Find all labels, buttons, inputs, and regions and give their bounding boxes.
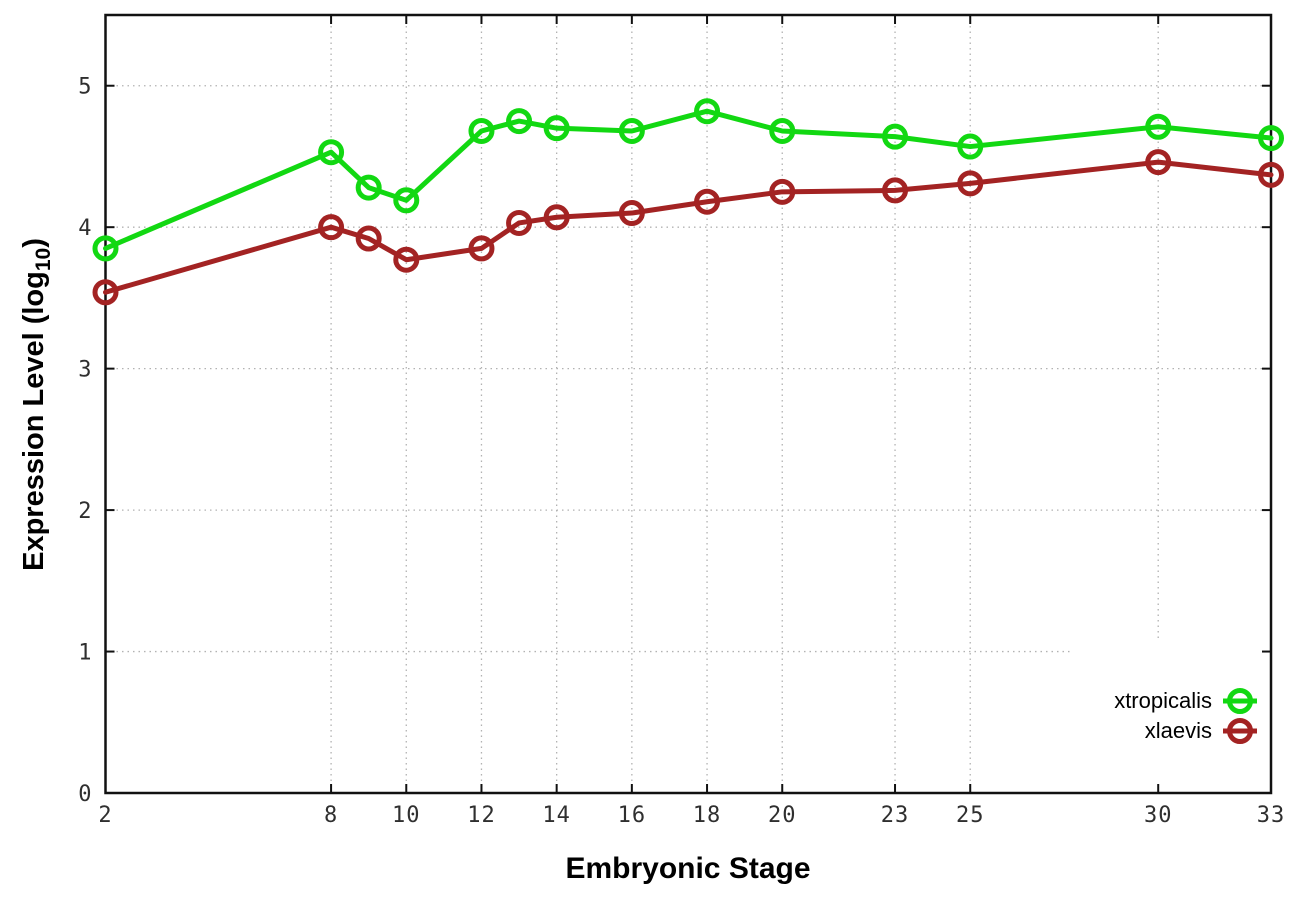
xtropicalis-marker-stage-33 — [1258, 125, 1284, 152]
xtropicalis-marker-stage-25 — [957, 133, 984, 160]
legend-label-xlaevis: xlaevis — [1145, 718, 1212, 743]
y-axis-title-suffix: ) — [17, 237, 50, 248]
x-tick-label-25: 25 — [956, 803, 985, 828]
x-tick-label-16: 16 — [618, 803, 647, 828]
xtropicalis-marker-stage-12 — [468, 117, 495, 144]
xlaevis-marker-stage-14 — [543, 204, 570, 231]
xtropicalis-marker-stage-30 — [1145, 113, 1172, 140]
xlaevis-marker-stage-16 — [618, 200, 645, 227]
xlaevis-marker-stage-2 — [92, 279, 119, 306]
y-tick-label-4: 4 — [78, 216, 92, 241]
xtropicalis-marker-stage-14 — [543, 115, 570, 142]
xlaevis-marker-stage-25 — [957, 170, 984, 197]
xlaevis-marker-stage-13 — [506, 209, 533, 236]
xlaevis-marker-stage-30 — [1145, 149, 1172, 176]
legend-box — [1072, 640, 1263, 786]
x-tick-label-2: 2 — [98, 803, 112, 828]
x-tick-label-8: 8 — [324, 803, 338, 828]
xtropicalis-marker-stage-9 — [355, 174, 382, 201]
x-tick-label-12: 12 — [467, 803, 496, 828]
y-tick-label-3: 3 — [78, 358, 92, 383]
xlaevis-marker-stage-12 — [468, 235, 495, 262]
x-tick-label-20: 20 — [768, 803, 797, 828]
x-tick-label-23: 23 — [881, 803, 910, 828]
xlaevis-marker-stage-10 — [393, 246, 420, 273]
xlaevis-marker-stage-33 — [1258, 161, 1284, 188]
y-tick-label-2: 2 — [78, 499, 92, 524]
y-tick-label-0: 0 — [78, 782, 92, 807]
y-axis-title-subscript: 10 — [31, 247, 55, 271]
y-axis-title-wrap: Expression Level (log10) — [0, 0, 68, 808]
plot-border — [104, 13, 1273, 795]
y-axis-title-text: Expression Level (log — [17, 270, 50, 571]
x-axis-title: Embryonic Stage — [565, 852, 811, 885]
xlaevis-marker-stage-9 — [355, 225, 382, 252]
x-tick-label-33: 33 — [1257, 803, 1286, 828]
legend-marker-xtropicalis — [1227, 688, 1253, 714]
xtropicalis-marker-stage-16 — [618, 117, 645, 144]
xtropicalis-marker-stage-18 — [694, 98, 721, 125]
xtropicalis-marker-stage-20 — [769, 117, 796, 144]
xtropicalis-marker-stage-13 — [506, 108, 533, 135]
y-tick-label-1: 1 — [78, 641, 92, 666]
xlaevis-marker-stage-20 — [769, 178, 796, 205]
xtropicalis-marker-stage-2 — [92, 235, 119, 262]
xlaevis-marker-stage-23 — [882, 177, 909, 204]
x-tick-label-18: 18 — [693, 803, 722, 828]
x-tick-label-14: 14 — [542, 803, 571, 828]
series-xlaevis — [92, 149, 1284, 306]
x-tick-label-10: 10 — [392, 803, 421, 828]
xlaevis-marker-stage-18 — [694, 188, 721, 215]
series-xtropicalis — [92, 98, 1284, 262]
xtropicalis-marker-stage-10 — [393, 187, 420, 214]
legend-label-xtropicalis: xtropicalis — [1114, 688, 1212, 713]
xtropicalis-marker-stage-23 — [882, 123, 909, 150]
y-tick-label-5: 5 — [78, 75, 92, 100]
x-tick-label-30: 30 — [1144, 803, 1173, 828]
xlaevis-marker-stage-8 — [318, 214, 345, 241]
xtropicalis-marker-stage-8 — [318, 139, 345, 166]
y-axis-title: Expression Level (log10) — [17, 237, 55, 571]
legend-marker-xlaevis — [1227, 718, 1253, 744]
